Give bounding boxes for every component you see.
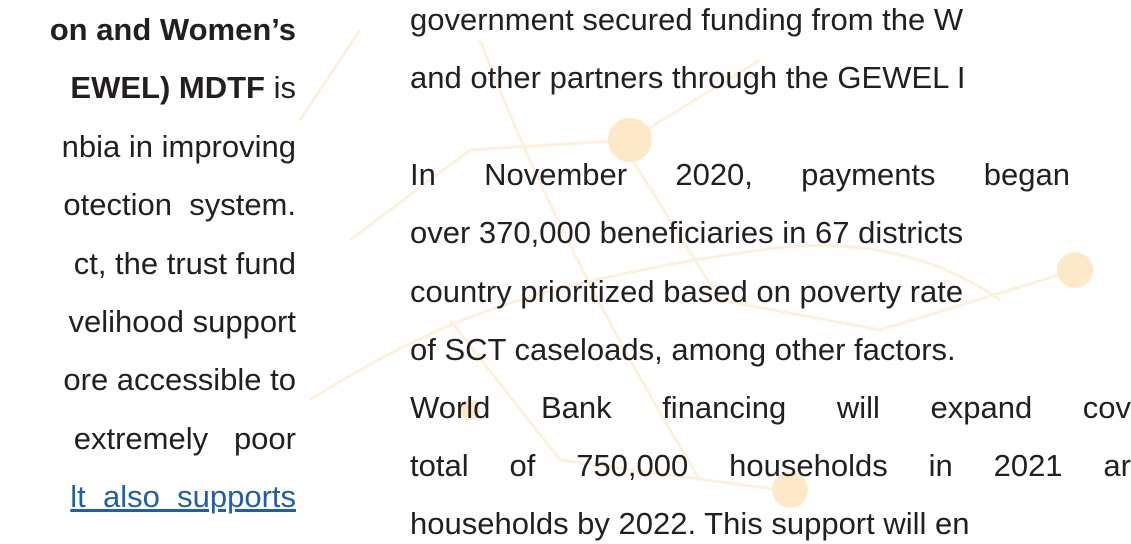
page: {"left_column": {"lines": [ {"bold": "on… (49, 2, 1131, 541)
bold-text: EWEL) MDTF (70, 70, 265, 105)
left-line: nbia in improving (62, 127, 296, 167)
right-line: of SCT caseloads, among other factors. (410, 332, 956, 367)
text: ct, the trust fund (73, 246, 296, 281)
left-line: extremely poor (74, 419, 296, 459)
right-line: World Bank financing will expand cov (410, 390, 1131, 425)
right-line: In November 2020, payments began (410, 157, 1070, 192)
left-line: lt also supports (70, 477, 296, 517)
right-line: over 370,000 beneficiaries in 67 distric… (410, 215, 964, 250)
background-decoration (298, 29, 1093, 508)
right-line: and other partners through the GEWEL I (410, 60, 966, 95)
text: ore accessible to (63, 362, 296, 397)
right-line: total of 750,000 households in 2021 ar (410, 448, 1131, 483)
left-line: EWEL) MDTF is (70, 68, 296, 108)
right-line: households by 2022. This support will en (410, 506, 970, 541)
left-line: ct, the trust fund (74, 244, 296, 284)
text: nbia in improving (61, 129, 296, 164)
left-line: otection system. (63, 185, 296, 225)
right-line: government secured funding from the W (410, 2, 964, 37)
bold-text: on and Women’s (49, 12, 296, 47)
text: otection system. (63, 187, 296, 222)
text: extremely poor (73, 421, 296, 456)
right-line: country prioritized based on poverty rat… (410, 274, 964, 309)
text: is (265, 70, 296, 105)
link[interactable]: lt also supports (70, 479, 296, 514)
text: velihood support (68, 304, 297, 339)
left-line: on and Women’s (50, 10, 296, 50)
left-line: velihood support (69, 302, 297, 342)
left-line: ore accessible to (63, 360, 296, 400)
